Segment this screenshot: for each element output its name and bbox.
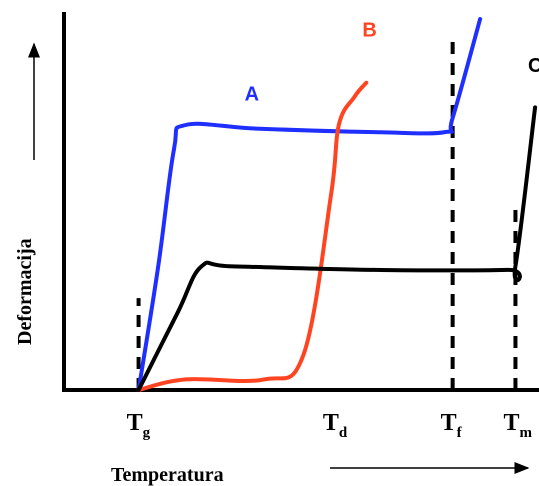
series-label-c: C: [528, 55, 539, 77]
x-tick-labels: Tg Td Tf Tm: [127, 410, 533, 441]
reference-lines: [136, 36, 518, 390]
series-line-a: [136, 17, 483, 392]
series-label-b: B: [362, 20, 376, 42]
x-axis-label: Temperatura: [111, 464, 224, 486]
series-line-b: [136, 80, 369, 392]
series-line-c: [136, 105, 538, 392]
x-tick-label-d: Td: [323, 410, 348, 441]
series-layer: [136, 17, 538, 392]
x-tick-label-g: Tg: [127, 410, 151, 441]
x-tick-label-f: Tf: [441, 410, 463, 441]
x-tick-label-m: Tm: [503, 410, 532, 441]
series-label-a: A: [245, 83, 259, 105]
y-axis-label: Deformacija: [14, 238, 36, 345]
series-labels: A B C: [245, 20, 539, 106]
